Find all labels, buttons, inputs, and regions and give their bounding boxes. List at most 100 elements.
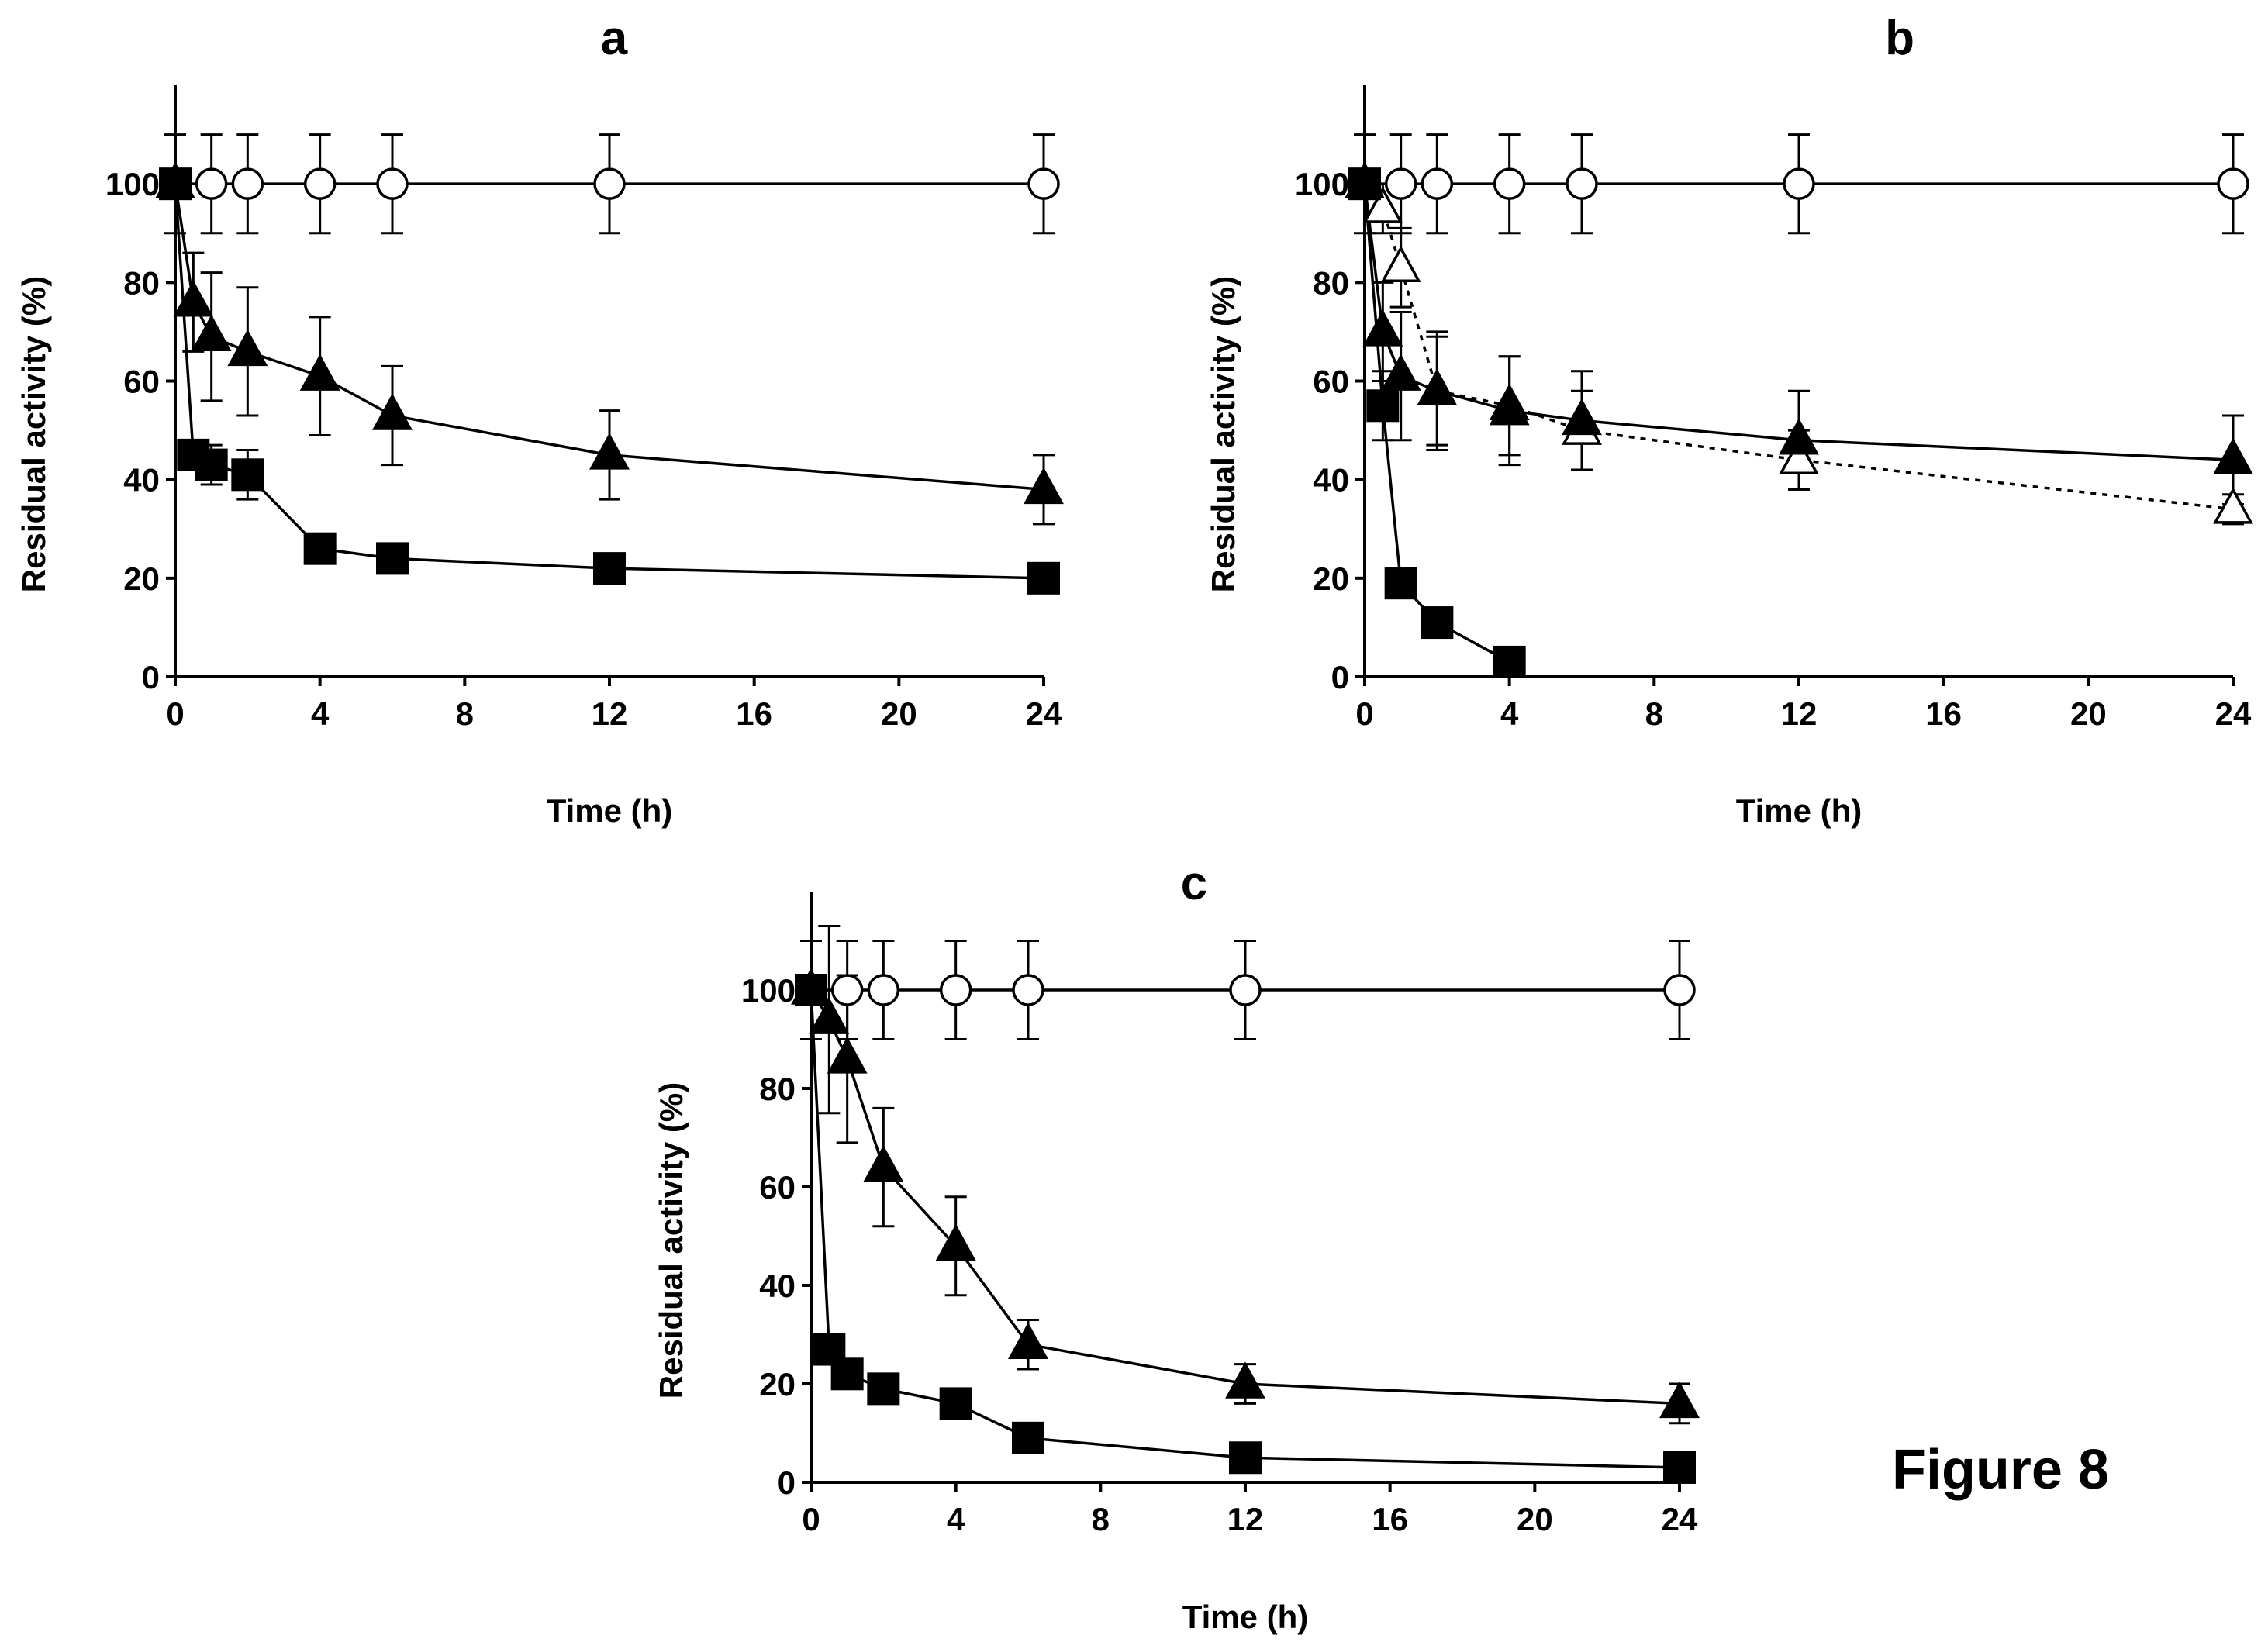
panel-c-filled-triangles-point xyxy=(863,1144,904,1182)
panel-c-open-circles-point xyxy=(1663,974,1696,1006)
panel-a-filled-squares-point xyxy=(231,458,264,492)
panel-a-y-tick-label: 100 xyxy=(105,166,160,202)
panel-b-filled-triangles-point xyxy=(1417,368,1458,405)
panel-c-y-tick-label: 80 xyxy=(759,1071,796,1107)
panel-b-filled-triangles-point xyxy=(1779,418,1819,455)
panel-c-filled-squares-point xyxy=(830,1357,864,1391)
panel-a-open-circles-point xyxy=(195,167,228,200)
panel-a-filled-triangles-point xyxy=(1024,467,1064,505)
panel-a-filled-triangles-point xyxy=(299,354,340,391)
panel-c-x-tick-label: 24 xyxy=(1662,1501,1698,1537)
panel-a-y-tick-label: 80 xyxy=(123,264,160,301)
panel-c-x-tick-label: 4 xyxy=(947,1501,965,1537)
panel-a-filled-squares-point xyxy=(159,167,192,201)
panel-b-y-tick-label: 100 xyxy=(1295,166,1349,202)
panel-c-filled-triangles-point xyxy=(935,1223,976,1261)
panel-b-filled-squares-point xyxy=(1384,567,1417,600)
panel-b-x-tick-label: 16 xyxy=(1925,695,1962,732)
panel-b-y-tick-label: 60 xyxy=(1313,364,1349,400)
panel-a-x-tick-label: 0 xyxy=(166,695,184,732)
panel-a-x-tick-label: 4 xyxy=(311,695,330,732)
panel-c-open-circles-point xyxy=(1012,974,1044,1006)
panel-a-xlabel: Time (h) xyxy=(547,792,673,829)
panel-a-filled-triangles-point xyxy=(589,433,630,470)
panel-a-y-tick-label: 60 xyxy=(123,364,160,400)
panel-b-open-triangles-point xyxy=(1362,186,1403,223)
panel-a-x-tick-label: 12 xyxy=(592,695,628,732)
panel-b-filled-triangles-point xyxy=(1489,388,1530,426)
panel-b-y-tick-label: 0 xyxy=(1331,659,1349,695)
panel-a-open-circles-point xyxy=(376,167,409,200)
panel-c-filled-squares-point xyxy=(939,1387,972,1420)
panel-c-label: c xyxy=(1181,857,1207,910)
panel-a-x-tick-label: 24 xyxy=(1026,695,1062,732)
panel-a-filled-squares-point xyxy=(1027,561,1060,595)
panel-a-x-tick-label: 8 xyxy=(456,695,474,732)
panel-a-ylabel: Residual activity (%) xyxy=(16,276,52,592)
panel-b-y-tick-label: 40 xyxy=(1313,462,1349,498)
panel-c-filled-triangles-point xyxy=(809,997,850,1034)
panel-b-open-triangles-point xyxy=(2213,487,2253,524)
panel-b-xlabel: Time (h) xyxy=(1736,792,1862,829)
panel-b-x-tick-label: 24 xyxy=(2215,695,2252,732)
panel-b-open-triangles-point xyxy=(1779,437,1819,474)
panel-b-label: b xyxy=(1885,12,1914,65)
panel-b-filled-squares-point xyxy=(1366,389,1400,423)
panel-c-filled-triangles-point xyxy=(1659,1381,1700,1419)
panel-b-x-tick-label: 4 xyxy=(1500,695,1519,732)
panel-a-label: a xyxy=(601,12,628,65)
panel-b-open-circles-point xyxy=(1783,167,1815,200)
panel-c-x-tick-label: 12 xyxy=(1227,1501,1264,1537)
panel-a-filled-squares-point xyxy=(376,542,409,575)
panel-b-filled-triangles-point xyxy=(1362,309,1403,347)
panel-b-open-circles-point xyxy=(1384,167,1417,200)
panel-c-filled-triangles-point xyxy=(1008,1322,1048,1359)
panel-b-filled-squares-point xyxy=(1493,645,1526,678)
panel-c-filled-triangles-point xyxy=(1225,1361,1265,1399)
panel-a-y-tick-label: 20 xyxy=(123,561,160,597)
panel-c-filled-squares-point xyxy=(1663,1451,1696,1484)
panel-c-y-tick-label: 100 xyxy=(741,972,796,1009)
panel-a-open-circles-point xyxy=(1027,167,1060,200)
panel-b-open-circles-point xyxy=(1493,167,1526,200)
panel-c-x-tick-label: 20 xyxy=(1517,1501,1553,1537)
panel-b-filled-squares-point xyxy=(1421,606,1454,640)
panel-b-filled-triangles-point xyxy=(2213,437,2253,474)
panel-c-filled-squares-point xyxy=(795,974,827,1006)
panel-b-y-tick-label: 20 xyxy=(1313,561,1349,597)
panel-a-y-tick-label: 40 xyxy=(123,462,160,498)
panel-a-filled-triangles-point xyxy=(227,329,268,367)
panel-b-filled-triangles-point xyxy=(1380,354,1421,391)
panel-b-filled-triangles-point xyxy=(1562,398,1602,436)
panel-c-ylabel: Residual activity (%) xyxy=(653,1082,689,1399)
panel-b-open-circles-point xyxy=(1566,167,1598,200)
panel-a-open-circles-point xyxy=(231,167,264,200)
panel-b-x-tick-label: 20 xyxy=(2070,695,2107,732)
panel-b-filled-squares-point xyxy=(1348,167,1381,201)
panel-b-y-tick-label: 80 xyxy=(1313,264,1349,301)
panel-c-open-circles-point xyxy=(1229,974,1262,1006)
panel-c-open-circles-point xyxy=(939,974,972,1006)
panel-c-filled-triangles-point xyxy=(827,1037,868,1074)
panel-c-xlabel: Time (h) xyxy=(1182,1599,1309,1635)
panel-a-y-tick-label: 0 xyxy=(142,659,160,695)
panel-c-y-tick-label: 60 xyxy=(759,1169,796,1206)
panel-b-x-tick-label: 0 xyxy=(1355,695,1373,732)
panel-c-filled-triangles-line xyxy=(810,989,1680,1406)
panel-a-x-tick-label: 16 xyxy=(736,695,772,732)
panel-c-filled-squares-point xyxy=(1229,1441,1262,1475)
panel-c-x-tick-label: 8 xyxy=(1092,1501,1110,1537)
panel-c-x-tick-label: 16 xyxy=(1372,1501,1408,1537)
panel-c-filled-squares-point xyxy=(1012,1421,1044,1454)
figure-title: Figure 8 xyxy=(1892,1439,2109,1501)
panel-b-open-circles-point xyxy=(2217,167,2249,200)
panel-c-open-circles-point xyxy=(830,974,864,1006)
panel-a-filled-triangles-point xyxy=(173,280,214,317)
panel-a-chart: a Time (h) Residual activity (%) 0204060… xyxy=(16,12,1064,829)
panel-b-x-tick-label: 12 xyxy=(1781,695,1818,732)
panel-c-open-circles-point xyxy=(867,974,900,1006)
panel-b-chart: b Time (h) Residual activity (%) 0204060… xyxy=(1205,12,2253,829)
panel-c-y-tick-label: 0 xyxy=(778,1464,796,1501)
panel-a-x-tick-label: 20 xyxy=(881,695,917,732)
